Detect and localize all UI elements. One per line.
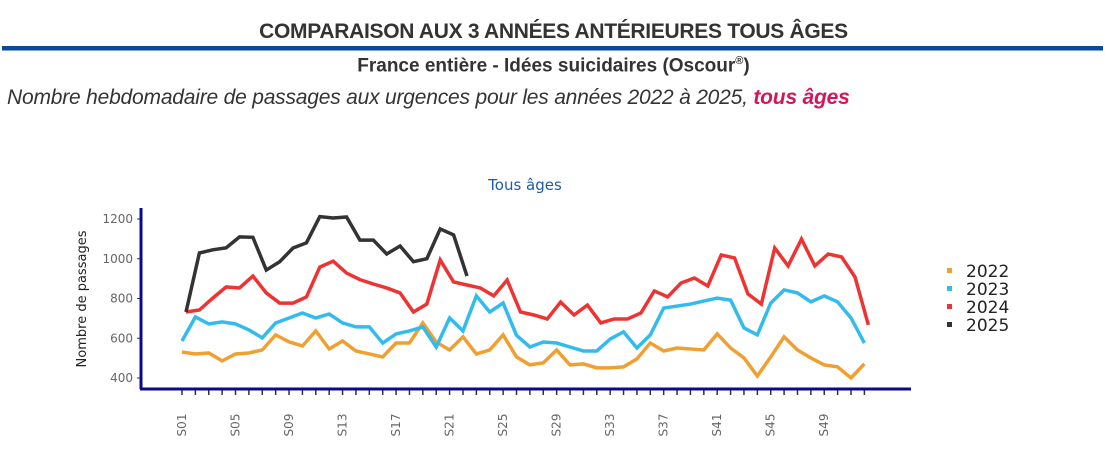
legend-swatch-2023 [947, 286, 952, 291]
x-tick-label: S09 [282, 414, 296, 437]
legend-label: 2024 [966, 298, 1009, 318]
description-highlight: tous âges [753, 86, 850, 109]
x-tick-label: S01 [175, 414, 189, 437]
x-tick-label: S45 [764, 414, 778, 437]
legend-swatch-2022 [947, 268, 952, 273]
x-tick-label: S33 [603, 414, 617, 437]
x-tick-label: S49 [817, 414, 831, 437]
legend-label: 2022 [966, 262, 1009, 282]
x-tick-label: S29 [550, 414, 564, 437]
main-title: COMPARAISON AUX 3 ANNÉES ANTÉRIEURES TOU… [259, 20, 848, 43]
line-chart: Tous âges Nombre de passages 400 600 800 10… [75, 176, 1009, 437]
legend-label: 2023 [966, 280, 1009, 300]
chart-description: Nombre hebdomadaire de passages aux urge… [7, 86, 850, 110]
sub-title-text: France entière - Idées suicidaires (Osco… [357, 55, 736, 77]
x-tick-label: S13 [336, 414, 350, 437]
x-tick-label: S37 [657, 414, 671, 437]
title-divider [2, 46, 1103, 51]
plot-title: Tous âges [487, 176, 562, 194]
x-axis-ticks: S01 S05 S09 S13 S17 S21 S25 S29 S33 S37 S41 S45 S49 [175, 390, 866, 437]
x-tick-label: S25 [496, 414, 510, 437]
series-line-2025 [184, 214, 469, 313]
y-tick-label: 800 [110, 292, 133, 306]
y-axis-label: Nombre de passages [75, 230, 90, 367]
series-line-2024 [185, 235, 871, 326]
x-tick-label: S17 [389, 414, 403, 437]
description-text: Nombre hebdomadaire de passages aux urge… [7, 86, 754, 109]
y-tick-label: 1200 [102, 212, 133, 226]
series-lines [180, 214, 871, 381]
y-tick-label: 400 [110, 371, 133, 385]
series-line-2022 [181, 319, 866, 381]
y-axis-ticks: 400 600 800 1000 1200 [102, 212, 141, 385]
y-tick-label: 1000 [102, 252, 133, 266]
sub-title: France entière - Idées suicidaires (Osco… [0, 55, 1107, 77]
sub-title-end: ) [743, 55, 750, 77]
legend-swatch-2024 [947, 304, 952, 309]
legend-swatch-2025 [947, 322, 952, 327]
legend-label: 2025 [966, 316, 1009, 336]
series-line-2023 [180, 288, 866, 353]
y-tick-label: 600 [110, 331, 133, 345]
x-tick-label: S41 [710, 414, 724, 437]
x-tick-label: S21 [443, 414, 457, 437]
registered-mark: ® [735, 55, 744, 67]
x-tick-label: S05 [229, 414, 243, 437]
